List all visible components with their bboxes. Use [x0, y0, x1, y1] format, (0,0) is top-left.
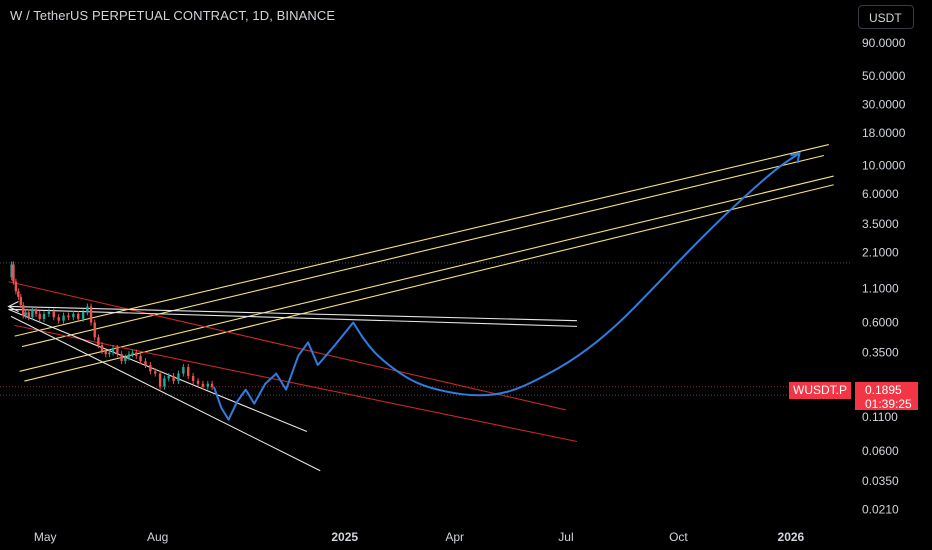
- candle: [38, 313, 41, 319]
- symbol-price-label: WUSDT.P: [789, 382, 851, 399]
- x-tick-label: Jul: [558, 530, 573, 544]
- candle: [167, 375, 170, 379]
- y-axis: 90.0000 50.0000 30.0000 18.0000 10.0000 6.000…: [862, 36, 906, 516]
- y-tick-label: 0.0350: [862, 474, 899, 488]
- candle: [72, 313, 75, 318]
- candle: [27, 312, 30, 318]
- y-tick-label: 1.1000: [862, 282, 899, 296]
- candle: [31, 310, 34, 318]
- candle: [19, 296, 22, 306]
- candle: [24, 312, 27, 316]
- candle: [154, 371, 157, 374]
- y-tick-label: 0.6000: [862, 316, 899, 330]
- y-tick-label: 3.5000: [862, 217, 899, 231]
- yellow-trendline-3: [24, 184, 834, 382]
- bar-countdown: 01:39:25: [865, 397, 912, 411]
- yellow-trendline-0: [14, 144, 829, 337]
- x-tick-label: Apr: [445, 530, 464, 544]
- candle: [182, 367, 185, 374]
- candle: [127, 354, 131, 358]
- y-tick-label: 30.0000: [862, 97, 906, 111]
- candle: [111, 347, 115, 353]
- x-axis: May Aug 2025 Apr Jul Oct 2026: [34, 530, 805, 544]
- white-trendline-9: [10, 315, 321, 472]
- candle: [104, 350, 107, 355]
- projection-path: [212, 152, 800, 421]
- candle: [67, 315, 70, 318]
- candle: [131, 352, 134, 355]
- candle: [34, 310, 38, 314]
- y-tick-label: 6.0000: [862, 187, 899, 201]
- x-tick-label: 2026: [778, 530, 805, 544]
- price-series: [10, 261, 214, 390]
- red-trendline-4: [8, 281, 567, 411]
- candle: [93, 322, 96, 338]
- y-tick-label: 90.0000: [862, 36, 906, 50]
- candle: [22, 305, 25, 316]
- candle: [97, 337, 100, 346]
- candle: [177, 373, 180, 382]
- candle: [149, 365, 152, 372]
- symbol-label: WUSDT.P: [793, 383, 847, 397]
- y-tick-label: 2.1000: [862, 246, 899, 260]
- last-price-label: 0.1895 01:39:25: [855, 382, 918, 411]
- candle: [163, 378, 166, 387]
- y-tick-label: 10.0000: [862, 159, 906, 173]
- white-trendline-6: [8, 305, 577, 322]
- x-tick-label: Aug: [147, 530, 168, 544]
- candle: [10, 264, 13, 278]
- candle: [42, 313, 46, 319]
- y-tick-label: 0.0600: [862, 444, 899, 458]
- candle: [86, 306, 89, 313]
- yellow-trendline-1: [21, 154, 825, 348]
- y-tick-label: 18.0000: [862, 126, 906, 140]
- yellow-trendline-2: [19, 175, 834, 372]
- red-trendline-5: [14, 324, 578, 443]
- candle: [108, 352, 111, 355]
- x-tick-label: May: [34, 530, 57, 544]
- candle: [77, 313, 80, 319]
- candle: [47, 311, 51, 314]
- candle: [89, 306, 93, 323]
- arrow-head-icon: [7, 300, 19, 312]
- trendlines: [7, 144, 834, 472]
- candle: [116, 347, 119, 355]
- projection-arrow-icon: [790, 151, 801, 164]
- candle: [187, 367, 190, 376]
- y-tick-label: 0.0210: [862, 502, 899, 516]
- horizontal-lines: [0, 262, 852, 396]
- candle: [17, 291, 20, 297]
- candle: [120, 354, 123, 362]
- candle: [172, 375, 175, 382]
- candle: [62, 315, 65, 321]
- candle: [100, 345, 104, 351]
- currency-button[interactable]: USDT: [858, 5, 914, 29]
- white-trendline-8: [8, 308, 308, 432]
- white-trendline-7: [8, 308, 577, 327]
- y-tick-label: 50.0000: [862, 69, 906, 83]
- candle: [210, 383, 214, 387]
- candle: [12, 264, 15, 282]
- last-price: 0.1895: [865, 383, 902, 397]
- candle: [135, 352, 138, 356]
- candle: [124, 357, 127, 362]
- candle: [57, 317, 60, 321]
- candle: [206, 383, 210, 387]
- y-tick-label: 0.3500: [862, 346, 899, 360]
- candle: [158, 373, 162, 387]
- candle: [201, 383, 205, 387]
- chart-title: W / TetherUS PERPETUAL CONTRACT, 1D, BIN…: [10, 8, 336, 23]
- candle: [196, 381, 200, 384]
- projection-series: [212, 151, 801, 421]
- candle: [81, 312, 85, 319]
- x-tick-label: Oct: [669, 530, 688, 544]
- candle: [139, 355, 142, 362]
- x-tick-label: 2025: [331, 530, 358, 544]
- candle: [191, 375, 195, 382]
- candle: [14, 281, 18, 292]
- candle: [52, 311, 55, 318]
- y-tick-label: 0.1100: [862, 410, 898, 424]
- candle: [144, 361, 147, 366]
